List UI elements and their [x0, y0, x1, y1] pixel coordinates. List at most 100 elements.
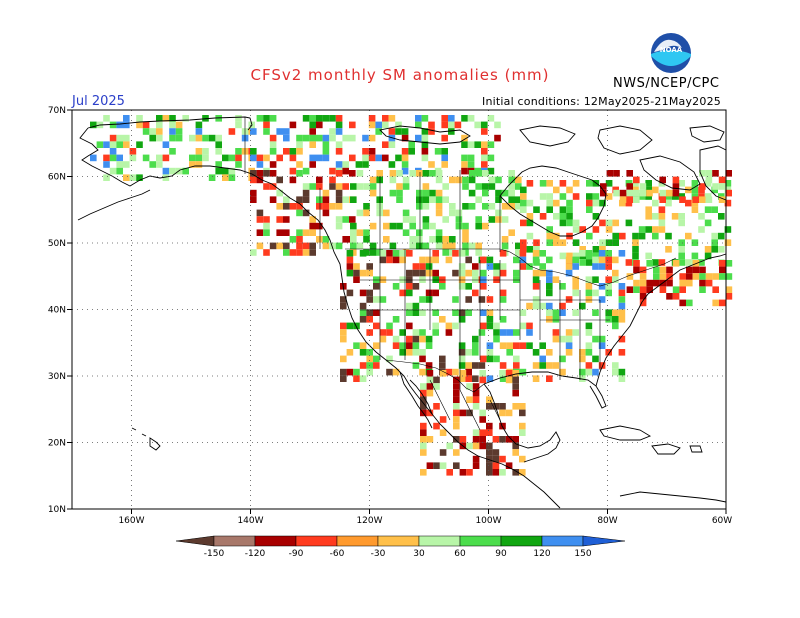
anomaly-cell: [363, 236, 370, 243]
anomaly-cell: [283, 128, 290, 135]
anomaly-cell: [465, 283, 472, 290]
anomaly-cell: [566, 213, 573, 220]
anomaly-cell: [296, 141, 303, 148]
anomaly-cell: [499, 296, 507, 303]
anomaly-cell: [446, 469, 453, 476]
anomaly-cell: [458, 309, 466, 316]
anomaly-cell: [395, 128, 402, 135]
anomaly-cell: [335, 115, 343, 122]
anomaly-cell: [486, 342, 494, 349]
anomaly-cell: [515, 196, 522, 203]
anomaly-cell: [169, 115, 176, 122]
anomaly-cell: [598, 335, 606, 343]
anomaly-cell: [512, 403, 519, 410]
anomaly-cell: [386, 322, 393, 330]
anomaly-cell: [399, 342, 406, 349]
anomaly-cell: [513, 362, 520, 369]
anomaly-cell: [392, 316, 400, 323]
anomaly-cell: [672, 176, 680, 184]
anomaly-cell: [592, 276, 599, 283]
anomaly-cell: [486, 429, 493, 436]
anomaly-cell: [256, 161, 264, 168]
anomaly-cell: [103, 141, 110, 148]
anomaly-cell: [276, 176, 283, 184]
anomaly-cell: [195, 128, 203, 135]
anomaly-cell: [346, 289, 354, 297]
anomaly-cell: [366, 368, 373, 376]
anomaly-cell: [376, 170, 383, 177]
anomaly-cell: [592, 355, 599, 363]
anomaly-cell: [462, 249, 469, 256]
anomaly-cell: [546, 226, 553, 233]
anomaly-cell: [520, 186, 527, 194]
anomaly-cell: [420, 442, 427, 450]
colorbar-label: 60: [454, 549, 466, 559]
anomaly-cell: [458, 362, 466, 369]
anomaly-cell: [422, 189, 430, 197]
anomaly-cell: [458, 342, 466, 349]
anomaly-cell: [202, 154, 209, 162]
lat-label: 70N: [48, 106, 66, 116]
anomaly-cell: [429, 222, 436, 230]
anomaly-cell: [572, 252, 580, 260]
anomaly-cell: [289, 148, 297, 155]
anomaly-cell: [718, 232, 725, 240]
anomaly-cell: [472, 442, 480, 450]
lon-label: 140W: [237, 516, 263, 526]
colorbar-swatch: [418, 535, 461, 547]
anomaly-cell: [467, 161, 475, 168]
anomaly-cell: [359, 342, 367, 349]
anomaly-cell: [379, 329, 387, 336]
anomaly-cell: [699, 170, 706, 177]
anomaly-cell: [302, 183, 310, 190]
anomaly-cell: [416, 189, 423, 197]
anomaly-cell: [612, 239, 619, 246]
anomaly-cell: [475, 170, 482, 177]
anomaly-cell: [402, 209, 410, 217]
anomaly-cell: [175, 134, 183, 142]
anomaly-cell: [359, 289, 367, 297]
anomaly-cell: [189, 161, 196, 168]
anomaly-cell: [479, 436, 486, 443]
anomaly-cell: [346, 263, 354, 270]
anomaly-cell: [406, 342, 413, 349]
anomaly-cell: [585, 362, 593, 369]
anomaly-cell: [379, 296, 387, 303]
anomaly-cell: [256, 170, 264, 177]
anomaly-cell: [116, 167, 123, 175]
anomaly-cell: [645, 193, 652, 200]
anomaly-cell: [421, 115, 429, 122]
anomaly-cell: [592, 309, 599, 316]
anomaly-cell: [512, 370, 519, 377]
anomaly-cell: [672, 293, 680, 300]
anomaly-cell: [116, 154, 123, 162]
anomaly-cell: [383, 222, 390, 230]
anomaly-cell: [467, 154, 475, 162]
anomaly-cell: [406, 309, 413, 316]
anomaly-cell: [712, 299, 719, 307]
anomaly-cell: [678, 252, 685, 260]
anomaly-cell: [462, 183, 469, 190]
anomaly-cell: [412, 302, 420, 310]
anomaly-cell: [156, 128, 163, 135]
anomaly-cell: [388, 161, 396, 168]
anomaly-cell: [652, 226, 659, 233]
anomaly-cell: [705, 170, 713, 177]
anomaly-cell: [422, 196, 430, 203]
anomaly-cell: [499, 362, 507, 369]
anomaly-cell: [475, 222, 482, 230]
anomaly-cell: [441, 148, 448, 155]
anomaly-cell: [526, 180, 534, 187]
anomaly-cell: [482, 189, 489, 197]
lat-label: 30N: [48, 372, 66, 382]
anomaly-cell: [468, 176, 476, 184]
anomaly-cell: [149, 128, 156, 135]
anomaly-cell: [386, 355, 393, 363]
anomaly-cell: [495, 176, 502, 184]
anomaly-cell: [366, 355, 373, 363]
anomaly-cell: [519, 403, 526, 410]
anomaly-cell: [208, 174, 216, 181]
colorbar-label: -90: [289, 549, 304, 559]
anomaly-cell: [652, 213, 659, 220]
anomaly-cell: [349, 121, 356, 129]
